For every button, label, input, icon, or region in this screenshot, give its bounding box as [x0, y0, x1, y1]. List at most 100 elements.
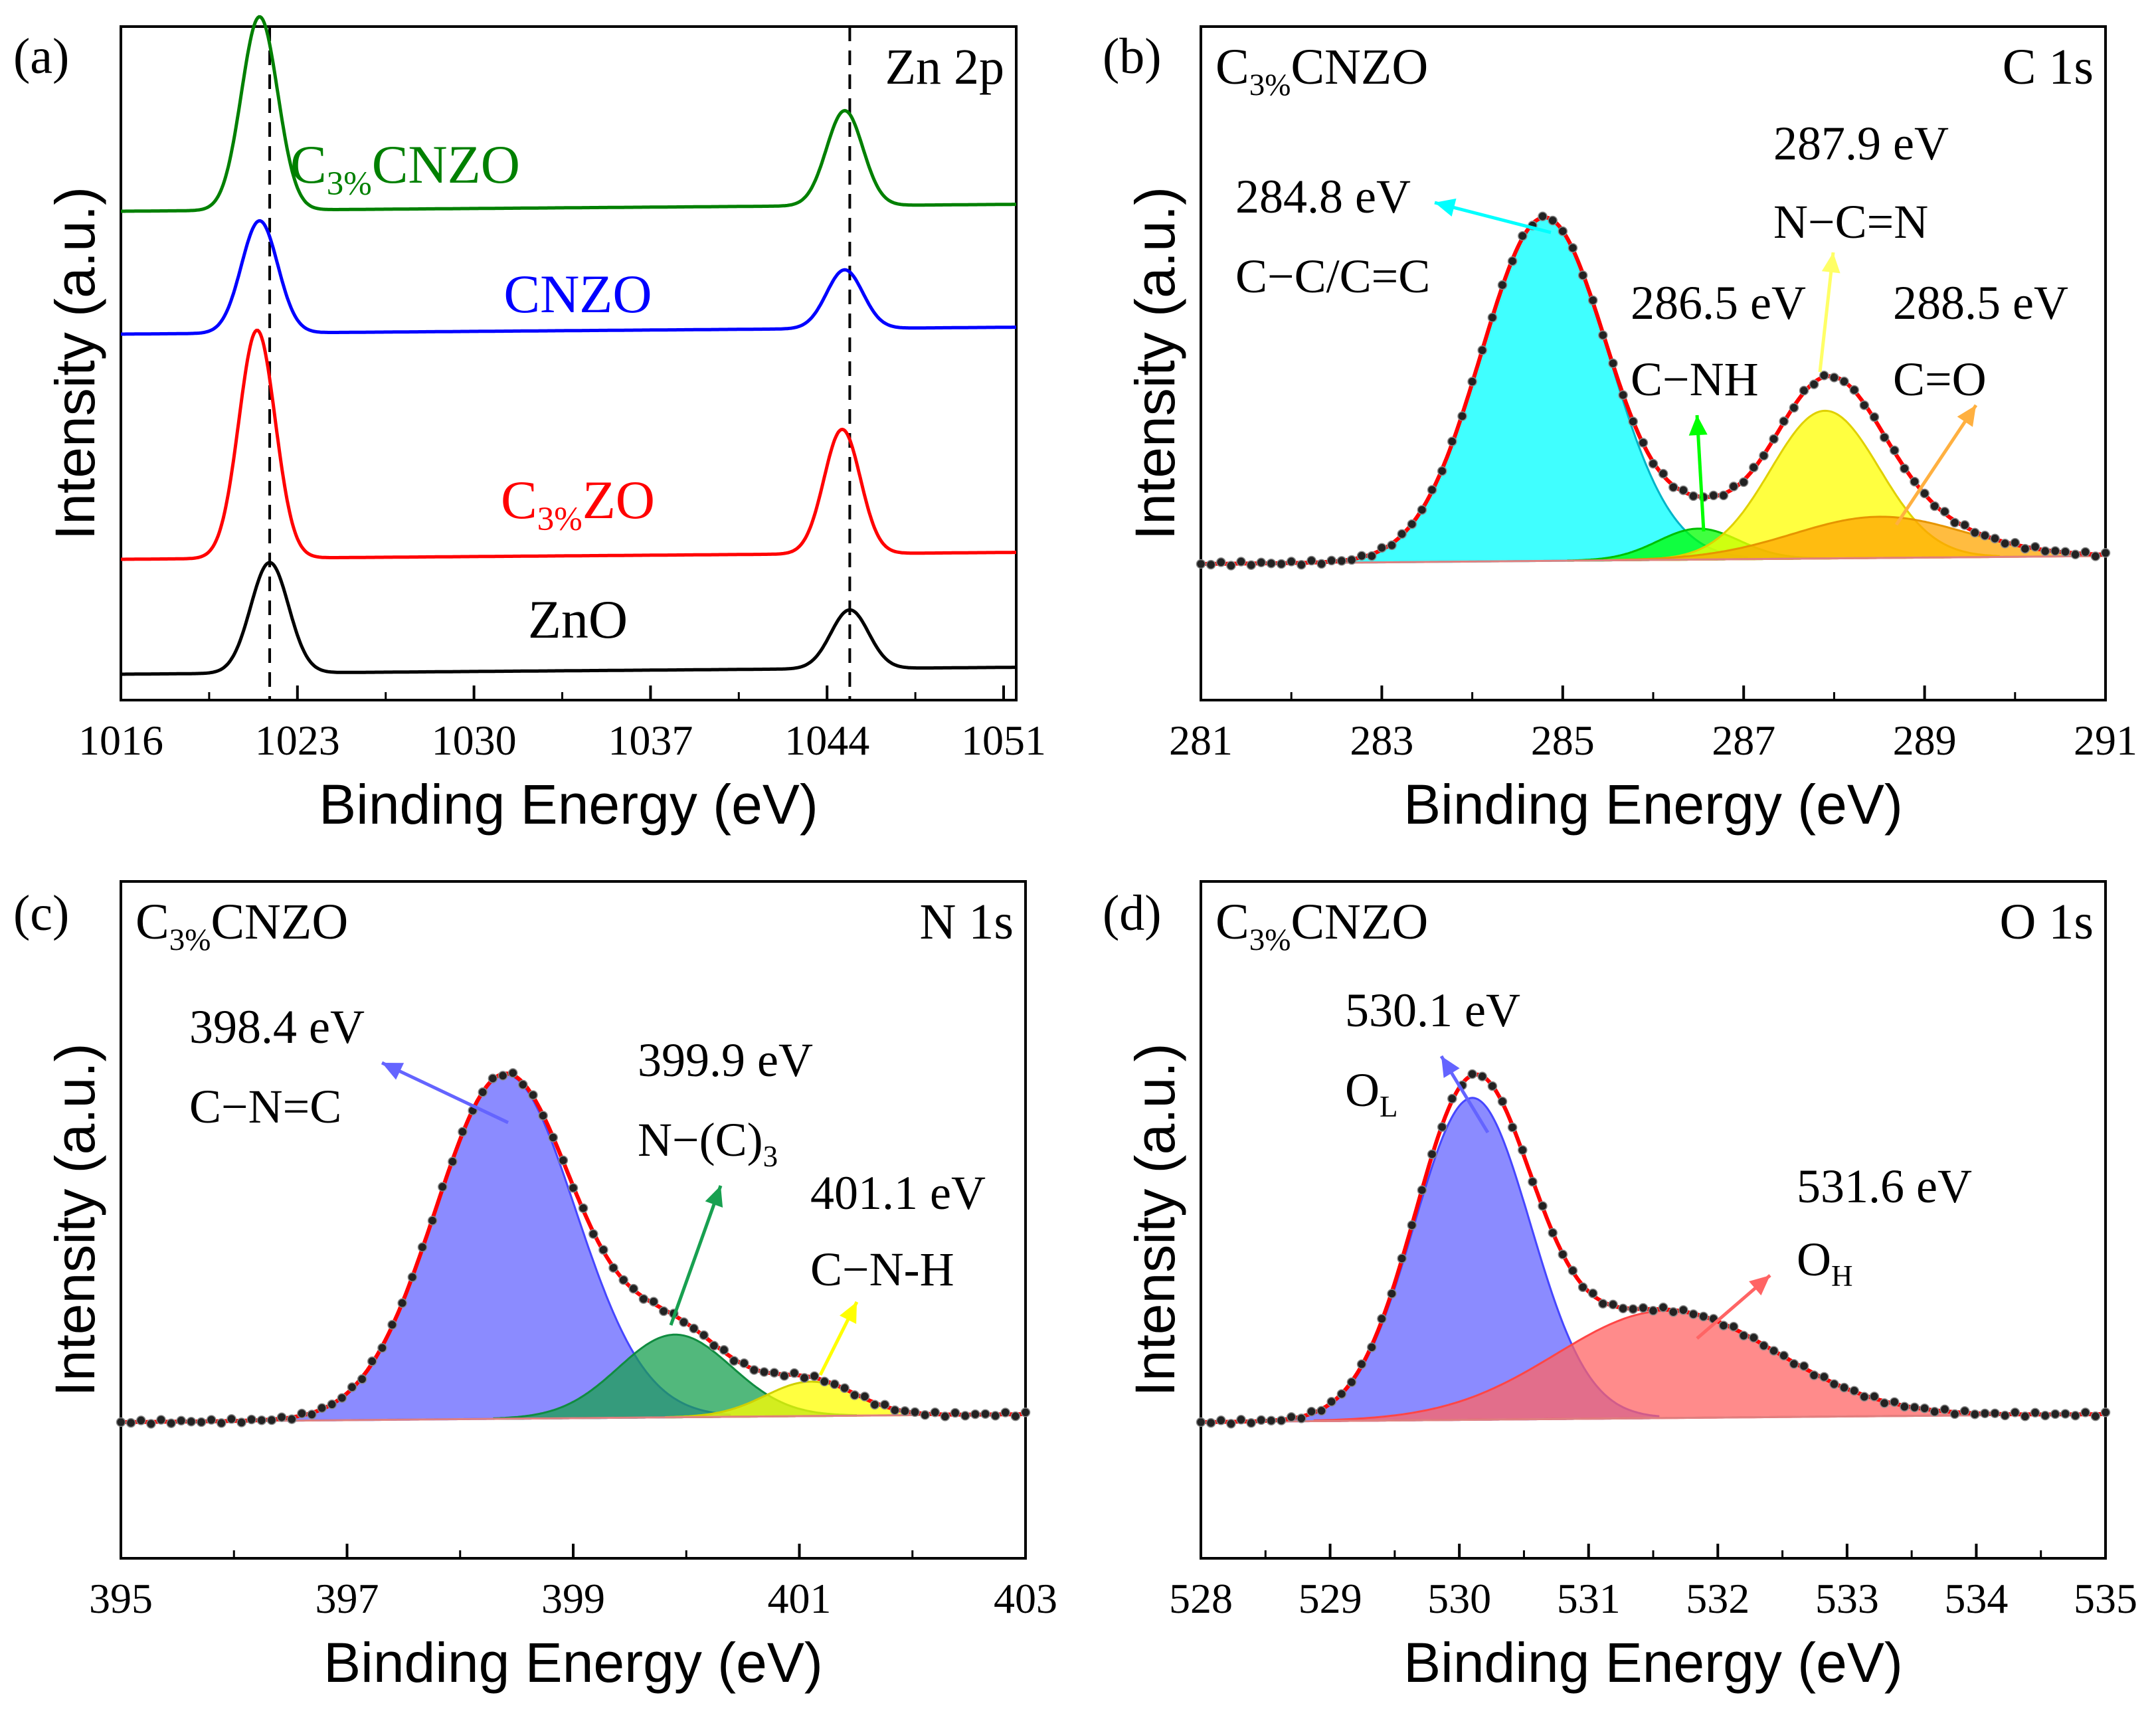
data-point — [1970, 527, 1980, 538]
data-point — [1447, 436, 1457, 446]
data-point — [1920, 1403, 1930, 1414]
data-point — [1010, 1411, 1021, 1421]
data-point — [1779, 1350, 1789, 1361]
x-tick-label: 403 — [994, 1575, 1057, 1622]
data-point — [488, 1073, 498, 1083]
data-point — [136, 1415, 146, 1425]
data-point — [1668, 482, 1678, 492]
data-point — [1749, 1332, 1759, 1343]
x-tick-label: 1016 — [78, 717, 163, 764]
data-point — [2000, 1410, 2010, 1421]
series-line-C3%ZO — [121, 328, 1016, 561]
annotation-arrowhead — [1821, 252, 1841, 274]
data-point — [397, 1298, 407, 1309]
data-point — [1598, 330, 1608, 340]
x-tick-label: 534 — [1944, 1575, 2008, 1622]
peak-bond-label: N−C=N — [1773, 195, 1928, 248]
annotation-arrow — [1894, 404, 1978, 526]
data-point — [1789, 1359, 1799, 1369]
data-point — [438, 1182, 448, 1192]
data-point — [578, 1203, 588, 1214]
data-point — [1849, 1386, 1859, 1396]
data-point — [1568, 243, 1578, 253]
data-point — [1457, 411, 1467, 421]
chart-title: O 1s — [2000, 894, 2094, 950]
y-axis-label: Intensity (a.u.) — [44, 187, 106, 540]
data-point — [1648, 1306, 1659, 1316]
data-point — [1477, 345, 1487, 355]
data-point — [1507, 1123, 1518, 1133]
data-point — [116, 1417, 126, 1427]
peak-value-label: 287.9 eV — [1773, 117, 1949, 170]
peak-bond-label: OH — [1797, 1233, 1853, 1293]
x-tick-label: 291 — [2074, 717, 2137, 764]
data-point — [2090, 551, 2101, 561]
data-point — [1618, 1303, 1628, 1314]
data-point — [1879, 432, 1890, 442]
data-point — [1407, 1220, 1417, 1230]
data-point — [940, 1412, 950, 1421]
data-point — [1518, 230, 1528, 241]
data-point — [1990, 533, 2000, 543]
data-point — [1608, 358, 1618, 369]
x-tick-label: 1044 — [784, 717, 869, 764]
data-point — [1910, 1402, 1920, 1413]
data-point — [2070, 549, 2080, 560]
data-point — [990, 1411, 1000, 1421]
data-point — [1930, 501, 1939, 511]
data-point — [1759, 450, 1769, 461]
data-point — [156, 1415, 166, 1425]
series-label: CNZO — [503, 264, 652, 324]
series-line-CNZO — [121, 219, 1016, 336]
data-point — [1648, 458, 1659, 469]
data-point — [448, 1156, 458, 1167]
data-point — [217, 1418, 226, 1428]
chart-title: C 1s — [2003, 39, 2094, 95]
data-point — [1407, 519, 1417, 529]
peak-bond-label: C−NH — [1631, 353, 1759, 406]
data-point — [658, 1306, 669, 1317]
data-point — [2100, 1408, 2111, 1417]
x-tick-label: 1023 — [255, 717, 340, 764]
data-point — [719, 1345, 729, 1355]
data-point — [1939, 1404, 1950, 1415]
peak-value-label: 531.6 eV — [1797, 1160, 1972, 1213]
data-point — [1668, 1307, 1678, 1317]
peak-bond-label: C−N-H — [810, 1243, 954, 1296]
panel-letter: (a) — [13, 29, 69, 84]
data-point — [779, 1371, 790, 1381]
data-point — [1638, 438, 1649, 448]
data-point — [507, 1068, 518, 1078]
data-point — [1939, 506, 1950, 517]
data-point — [2060, 547, 2070, 557]
data-point — [1718, 1321, 1729, 1330]
data-point — [1216, 1415, 1226, 1425]
data-point — [859, 1392, 870, 1402]
data-point — [1356, 1359, 1367, 1370]
data-point — [558, 1155, 569, 1166]
data-point — [1688, 491, 1698, 502]
data-point — [1759, 1340, 1769, 1351]
data-point — [679, 1317, 689, 1327]
panel-b: (b) 281 283 285 287 289 291 Binding Energy (eV)… — [1103, 25, 2137, 836]
data-point — [1577, 1282, 1588, 1293]
chart-title: N 1s — [920, 894, 1014, 950]
data-point — [1738, 477, 1749, 488]
data-point — [850, 1390, 859, 1400]
data-point — [1387, 1289, 1397, 1299]
data-point — [1779, 416, 1789, 426]
data-point — [1020, 1408, 1031, 1417]
y-axis-label: Intensity (a.u.) — [1124, 1043, 1186, 1396]
data-point — [1558, 1249, 1568, 1259]
y-axis-label: Intensity (a.u.) — [44, 1043, 106, 1396]
data-point — [1256, 557, 1267, 568]
data-point — [1587, 295, 1598, 306]
data-point — [1900, 1402, 1910, 1412]
data-point — [317, 1403, 327, 1414]
data-point — [1749, 462, 1759, 472]
data-point — [2050, 546, 2060, 556]
data-point — [1688, 1309, 1698, 1319]
data-point — [1528, 1176, 1538, 1187]
data-point — [2010, 1408, 2021, 1417]
data-point — [1598, 1299, 1608, 1309]
